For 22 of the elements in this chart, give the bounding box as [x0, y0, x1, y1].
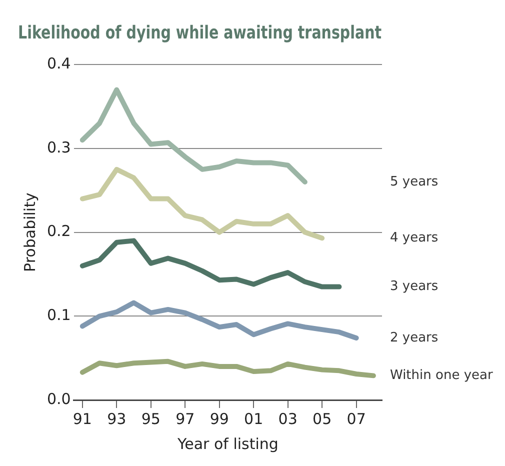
text: 5 years — [390, 174, 438, 190]
y-tick-label: 0.1 — [46, 306, 71, 324]
series-label: Within one year — [390, 368, 494, 384]
x-tick-label: 05 — [312, 410, 332, 428]
y-tick-label: 0.2 — [46, 222, 71, 240]
x-tick-label: 07 — [346, 410, 366, 428]
y-tick-label: 0.0 — [46, 390, 71, 408]
text: 2 years — [390, 330, 438, 346]
chart-title: Likelihood of dying while awaiting transplant — [18, 22, 382, 43]
text: 4 years — [390, 230, 438, 246]
y-tick-label: 0.3 — [46, 138, 71, 156]
x-tick-label: 01 — [244, 410, 264, 428]
y-axis-title: Probability — [20, 192, 39, 272]
x-tick-label: 99 — [210, 410, 229, 428]
x-tick-label: 95 — [141, 410, 160, 428]
x-tick-label: 93 — [107, 410, 126, 428]
x-axis-title: Year of listing — [176, 434, 278, 453]
x-tick-label: 97 — [176, 410, 195, 428]
y-tick-label: 0.4 — [46, 54, 71, 72]
x-tick-label: 03 — [278, 410, 298, 428]
text: 3 years — [390, 279, 438, 294]
x-tick-label: 91 — [72, 410, 92, 428]
